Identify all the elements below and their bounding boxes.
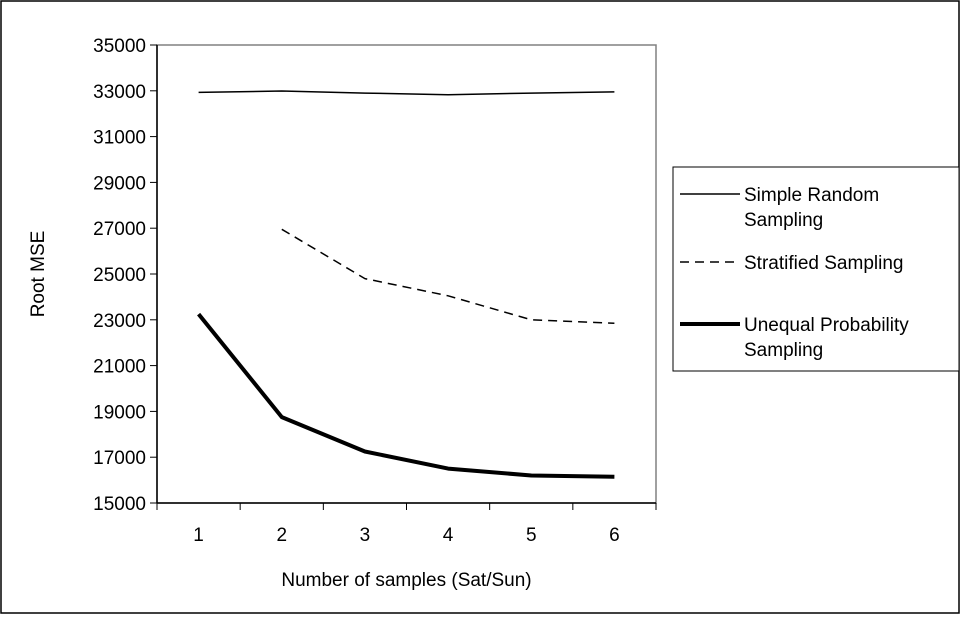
legend: Simple Random Sampling Stratified Sampling… [672, 166, 960, 372]
legend-label: Sampling [744, 340, 823, 361]
x-tick-label: 6 [609, 525, 620, 546]
y-tick-label: 17000 [93, 448, 146, 469]
series-line-1 [198, 90, 615, 96]
legend-label: Unequal Probability [744, 315, 909, 336]
y-tick-label: 21000 [93, 357, 146, 378]
x-axis: 1 2 3 4 5 6 [156, 502, 657, 546]
x-tick-label: 5 [526, 525, 537, 546]
x-tick-label: 2 [276, 525, 287, 546]
y-tick-label: 35000 [93, 36, 146, 57]
y-tick-label: 27000 [93, 219, 146, 240]
legend-label: Simple Random [744, 185, 879, 206]
y-tick-label: 31000 [93, 128, 146, 149]
y-tick-label: 23000 [93, 311, 146, 332]
y-tick-label: 25000 [93, 265, 146, 286]
legend-label: Sampling [744, 210, 823, 231]
series-line-3 [197, 312, 615, 479]
x-tick-label: 3 [360, 525, 371, 546]
series-layer [197, 90, 615, 479]
y-tick-label: 15000 [93, 494, 146, 515]
y-tick-label: 19000 [93, 402, 146, 423]
legend-box [672, 166, 960, 372]
y-tick-label: 33000 [93, 82, 146, 103]
x-tick-label: 1 [193, 525, 204, 546]
series-line-2 [281, 228, 615, 324]
x-tick-label: 4 [443, 525, 454, 546]
y-axis: 15000 17000 19000 21000 23000 25000 27000 29000… [93, 36, 158, 515]
x-axis-title: Number of samples (Sat/Sun) [281, 570, 531, 591]
legend-label: Stratified Sampling [744, 253, 903, 274]
y-axis-title: Root MSE [28, 231, 49, 318]
y-tick-label: 29000 [93, 173, 146, 194]
